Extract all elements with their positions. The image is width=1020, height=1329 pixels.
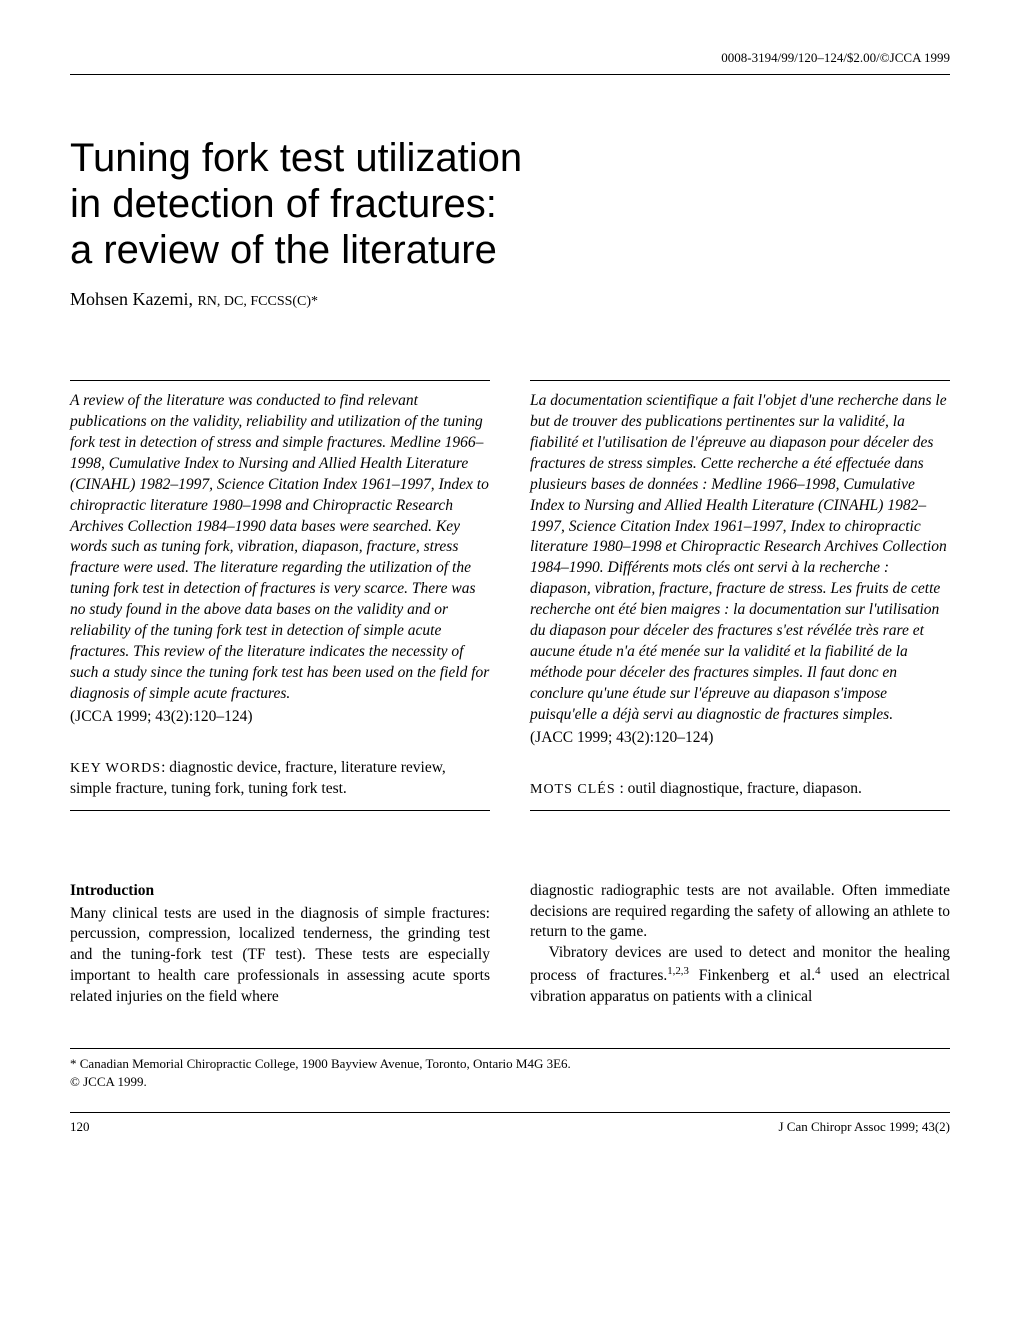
citation-en: (JCCA 1999; 43(2):120–124) bbox=[70, 707, 490, 728]
top-rule bbox=[70, 74, 950, 75]
footer-rule bbox=[70, 1112, 950, 1113]
title-line-2: in detection of fractures: bbox=[70, 182, 497, 226]
article-title: Tuning fork test utilization in detectio… bbox=[70, 135, 950, 273]
intro-heading: Introduction bbox=[70, 881, 490, 902]
footnote-copyright: © JCCA 1999. bbox=[70, 1073, 950, 1091]
intro-paragraph-3: Vibratory devices are used to detect and… bbox=[530, 943, 950, 1008]
abstract-fr-rule-bottom bbox=[530, 810, 950, 811]
abstract-en-rule-top bbox=[70, 380, 490, 381]
keywords-fr-label: MOTS CLÉS bbox=[530, 782, 616, 797]
abstract-english: A review of the literature was conducted… bbox=[70, 380, 490, 811]
intro-paragraph-1: Many clinical tests are used in the diag… bbox=[70, 904, 490, 1009]
abstract-french: La documentation scientifique a fait l'o… bbox=[530, 380, 950, 811]
author-credentials: RN, DC, FCCSS(C)* bbox=[197, 294, 318, 309]
running-header: 0008-3194/99/120–124/$2.00/©JCCA 1999 bbox=[70, 50, 950, 66]
footnote-rule bbox=[70, 1048, 950, 1049]
footnotes: * Canadian Memorial Chiropractic College… bbox=[70, 1055, 950, 1091]
author-name: Mohsen Kazemi, bbox=[70, 289, 197, 309]
abstract-en-rule-bottom bbox=[70, 810, 490, 811]
title-line-1: Tuning fork test utilization bbox=[70, 136, 522, 180]
keywords-fr: MOTS CLÉS : outil diagnostique, fracture… bbox=[530, 779, 950, 800]
intro-p3-ref1: 1,2,3 bbox=[667, 965, 689, 977]
abstracts-row: A review of the literature was conducted… bbox=[70, 380, 950, 811]
keywords-en: KEY WORDS: diagnostic device, fracture, … bbox=[70, 758, 490, 800]
intro-p3-part2: Finkenberg et al. bbox=[689, 967, 815, 984]
body-left-column: Introduction Many clinical tests are use… bbox=[70, 881, 490, 1009]
intro-paragraph-2: diagnostic radiographic tests are not av… bbox=[530, 881, 950, 944]
citation-fr: (JACC 1999; 43(2):120–124) bbox=[530, 728, 950, 749]
abstract-en-text: A review of the literature was conducted… bbox=[70, 391, 490, 705]
footer-journal-ref: J Can Chiropr Assoc 1999; 43(2) bbox=[778, 1119, 950, 1135]
keywords-en-label: KEY WORDS bbox=[70, 761, 161, 776]
author-line: Mohsen Kazemi, RN, DC, FCCSS(C)* bbox=[70, 289, 950, 310]
body-right-column: diagnostic radiographic tests are not av… bbox=[530, 881, 950, 1009]
body-columns: Introduction Many clinical tests are use… bbox=[70, 881, 950, 1009]
footnote-affiliation: * Canadian Memorial Chiropractic College… bbox=[70, 1055, 950, 1073]
keywords-fr-text: : outil diagnostique, fracture, diapason… bbox=[616, 780, 862, 797]
footer-page-number: 120 bbox=[70, 1119, 90, 1135]
title-line-3: a review of the literature bbox=[70, 228, 497, 272]
abstract-fr-rule-top bbox=[530, 380, 950, 381]
page-footer: 120 J Can Chiropr Assoc 1999; 43(2) bbox=[70, 1119, 950, 1135]
abstract-fr-text: La documentation scientifique a fait l'o… bbox=[530, 391, 950, 726]
